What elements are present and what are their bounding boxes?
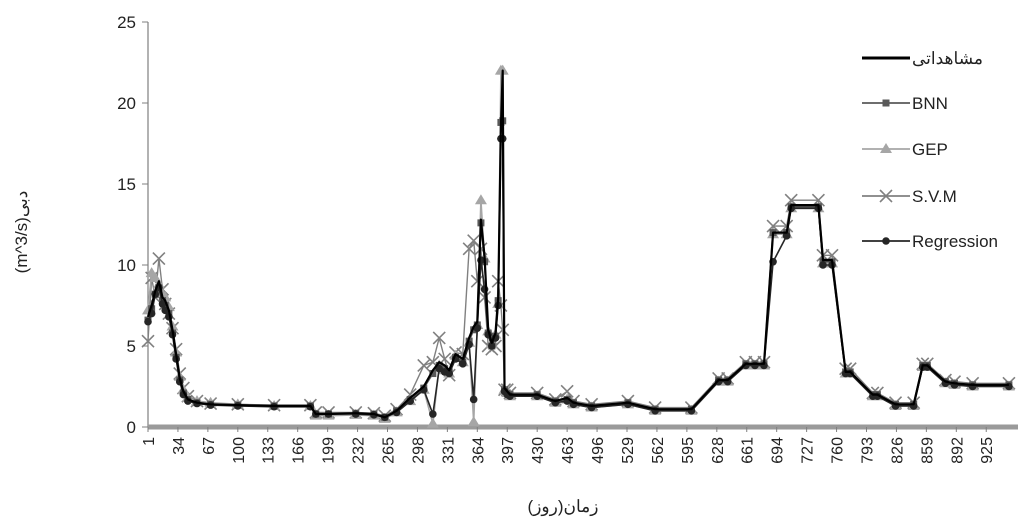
- x-tick-label: 133: [261, 437, 278, 464]
- y-tick-label: 20: [117, 94, 136, 113]
- tick-labels: 0 5 10 15 20 25 1 34 67 100 133 166 199 232 265 298 331 3…: [117, 13, 996, 464]
- data-point: [429, 370, 437, 378]
- legend-label: Regression: [912, 232, 998, 251]
- series-svm: [141, 193, 1016, 423]
- data-point: [144, 317, 152, 326]
- data-point: [560, 384, 574, 398]
- legend-label: BNN: [912, 94, 948, 113]
- legend-item: S.V.M: [862, 187, 957, 206]
- data-point: [819, 261, 827, 269]
- x-tick-label: 562: [650, 437, 667, 464]
- x-tick-label: 925: [979, 437, 996, 464]
- data-point: [426, 417, 439, 428]
- y-tick-label: 25: [117, 13, 136, 32]
- x-tick-label: 760: [830, 437, 847, 464]
- x-tick-label: 694: [770, 437, 787, 464]
- legend: مشاهداتی BNN GEP S.V.M Regression: [862, 49, 998, 251]
- x-tick-label: 430: [530, 437, 547, 464]
- data-point: [458, 360, 467, 368]
- x-tick-label: 892: [949, 437, 966, 464]
- data-point: [417, 358, 431, 373]
- data-point: [152, 251, 166, 266]
- data-point: [462, 242, 476, 256]
- series-gep: [142, 64, 1015, 428]
- x-tick-label: 595: [680, 437, 697, 464]
- legend-item: مشاهداتی: [862, 49, 983, 68]
- x-tick-label: 232: [351, 437, 368, 464]
- x-tick-label: 628: [710, 437, 727, 464]
- x-tick-label: 166: [291, 437, 308, 464]
- x-tick-label: 67: [201, 437, 218, 455]
- x-tick-label: 661: [740, 437, 757, 464]
- x-tick-label: 826: [889, 437, 906, 464]
- legend-label: مشاهداتی: [912, 49, 983, 68]
- y-axis-label: (m^3/s)دبی: [12, 191, 31, 274]
- legend-item: BNN: [862, 94, 948, 113]
- data-point: [149, 271, 162, 282]
- data-point: [141, 334, 155, 348]
- series-line: [147, 69, 1009, 425]
- series-line: [147, 137, 1009, 419]
- x-tick-label: 529: [620, 437, 637, 464]
- axes: [142, 21, 1018, 432]
- y-tick-label: 0: [127, 418, 136, 437]
- data-point: [470, 274, 484, 288]
- series-line: [146, 69, 1009, 419]
- x-tick-label: 859: [919, 437, 936, 464]
- legend-marker: [882, 99, 890, 107]
- y-tick-label: 5: [127, 337, 136, 356]
- data-point: [473, 324, 482, 332]
- x-tick-label: 397: [500, 437, 517, 464]
- series-regression: [144, 134, 1013, 422]
- data-point: [469, 395, 478, 404]
- x-tick-label: 100: [231, 437, 248, 464]
- x-tick-label: 793: [859, 437, 876, 464]
- series-bnn: [144, 117, 1013, 421]
- legend-item: GEP: [862, 140, 948, 159]
- y-tick-label: 10: [117, 256, 136, 275]
- x-tick-label: 331: [440, 437, 457, 464]
- data-point: [432, 331, 446, 345]
- x-axis-label: زمان(روز): [528, 497, 599, 517]
- data-point: [470, 326, 478, 334]
- x-tick-label: 298: [410, 437, 427, 464]
- x-tick-label: 34: [171, 437, 188, 455]
- series-layer: [141, 64, 1016, 428]
- data-point: [445, 369, 453, 378]
- legend-marker: [880, 143, 892, 153]
- data-point: [474, 194, 487, 205]
- data-point: [488, 342, 496, 350]
- legend-label: S.V.M: [912, 187, 957, 206]
- data-point: [467, 416, 480, 427]
- legend-label: GEP: [912, 140, 948, 159]
- x-tick-label: 265: [380, 437, 397, 464]
- x-tick-label: 199: [321, 437, 338, 464]
- x-tick-label: 1: [141, 437, 158, 446]
- legend-item: Regression: [862, 232, 998, 251]
- data-point: [782, 232, 791, 240]
- y-tick-label: 15: [117, 175, 136, 194]
- x-tick-label: 496: [590, 437, 607, 464]
- x-tick-label: 463: [560, 437, 577, 464]
- data-point: [766, 219, 780, 233]
- x-tick-label: 364: [470, 437, 487, 464]
- x-tick-label: 727: [800, 437, 817, 464]
- series-observed: [146, 69, 1009, 419]
- legend-marker: [882, 237, 890, 245]
- data-point: [429, 410, 437, 418]
- legend-marker: [879, 189, 893, 203]
- series-line: [147, 120, 1009, 419]
- data-point: [158, 300, 167, 308]
- series-line: [147, 199, 1009, 417]
